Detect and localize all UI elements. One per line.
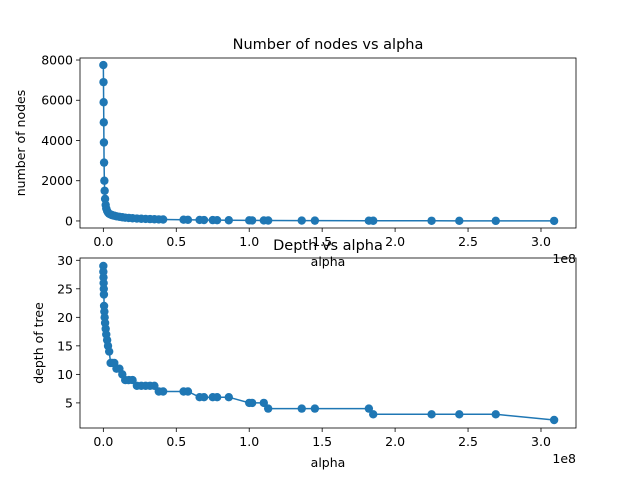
nodes-chart-x-tick-label: 2.5 xyxy=(458,234,478,249)
depth-chart-x-tick-label: 3.0 xyxy=(531,434,551,449)
nodes-chart-data-point xyxy=(99,60,108,70)
nodes-chart-ylabel: number of nodes xyxy=(13,90,28,197)
nodes-chart-data-point xyxy=(224,216,233,225)
nodes-chart-xlabel: alpha xyxy=(311,254,346,269)
depth-chart-x-offset: 1e8 xyxy=(552,451,576,466)
depth-chart-x-tick-label: 2.0 xyxy=(385,434,405,449)
nodes-chart-data-point xyxy=(310,216,320,225)
nodes-chart-x-tick-label: 1.5 xyxy=(312,234,332,249)
nodes-chart-y-tick-label: 8000 xyxy=(41,53,73,68)
depth-chart-data-point xyxy=(199,392,209,402)
depth-chart-data-point xyxy=(297,404,306,413)
nodes-chart-x-ticks: 0.0 0.5 1.0 1.5 2.0 2.5 3.0 xyxy=(93,228,551,249)
depth-chart-y-tick-label: 30 xyxy=(57,253,73,268)
depth-chart-data-point xyxy=(259,398,269,408)
depth-chart-y-tick-label: 5 xyxy=(65,395,73,410)
depth-chart-data-point xyxy=(491,410,500,419)
nodes-chart-data-point xyxy=(100,176,109,185)
depth-chart-data-point xyxy=(247,398,257,408)
depth-chart-x-tick-label: 1.5 xyxy=(312,434,332,449)
nodes-chart-y-tick-label: 2000 xyxy=(41,173,73,188)
nodes-chart-x-tick-label: 0.0 xyxy=(93,234,113,249)
depth-chart-data-point xyxy=(364,404,374,413)
depth-chart-y-ticks: 5 10 15 20 25 30 xyxy=(57,253,80,410)
nodes-chart-data-point xyxy=(100,194,110,204)
depth-chart-x-ticks: 0.0 0.5 1.0 1.5 2.0 2.5 3.0 xyxy=(93,428,551,449)
depth-chart-y-tick-label: 25 xyxy=(57,281,73,296)
depth-chart-x-tick-label: 0.5 xyxy=(166,434,186,449)
depth-chart-data-point xyxy=(104,347,114,356)
depth-chart-data-point xyxy=(212,392,222,402)
nodes-chart-x-tick-label: 3.0 xyxy=(531,234,551,249)
depth-chart-data-point xyxy=(263,404,273,413)
nodes-chart: Number of nodes vs alpha 0.0 0.5 1.0 1.5 2.0… xyxy=(13,37,577,269)
nodes-chart-x-offset: 1e8 xyxy=(552,251,576,266)
nodes-chart-data-point xyxy=(263,216,273,225)
depth-chart-x-tick-label: 2.5 xyxy=(458,434,478,449)
nodes-chart-x-tick-label: 1.0 xyxy=(239,234,259,249)
depth-chart-data-point xyxy=(99,290,109,299)
depth-chart-data-point xyxy=(310,404,320,413)
depth-chart-ylabel: depth of tree xyxy=(31,302,46,384)
nodes-chart-data-point xyxy=(455,216,464,226)
depth-chart: Depth vs alpha 0.0 0.5 1.0 1.5 2.0 2.5 3.0 5 10… xyxy=(31,238,577,470)
depth-chart-title: Depth vs alpha xyxy=(273,238,383,254)
nodes-chart-data-point xyxy=(158,215,168,224)
nodes-chart-data-point xyxy=(491,216,500,226)
nodes-chart-y-tick-label: 0 xyxy=(65,213,73,228)
depth-chart-y-tick-label: 10 xyxy=(57,367,73,382)
nodes-chart-data-point xyxy=(100,186,109,195)
depth-chart-data-point xyxy=(183,387,193,396)
depth-chart-y-tick-label: 15 xyxy=(57,338,73,353)
depth-chart-x-tick-label: 1.0 xyxy=(239,434,259,449)
nodes-chart-data-point xyxy=(549,216,559,226)
depth-chart-marks xyxy=(99,261,559,425)
nodes-chart-data-point xyxy=(99,98,108,107)
depth-chart-data-point xyxy=(427,410,436,419)
nodes-chart-x-tick-label: 0.5 xyxy=(166,234,186,249)
nodes-chart-data-point xyxy=(99,138,109,147)
depth-chart-xlabel: alpha xyxy=(311,455,346,470)
depth-chart-data-point xyxy=(224,392,233,402)
nodes-chart-data-point xyxy=(99,118,108,127)
nodes-chart-y-tick-label: 6000 xyxy=(41,93,73,108)
nodes-chart-axes-frame xyxy=(79,57,577,229)
nodes-chart-data-point xyxy=(99,158,109,167)
depth-chart-data-point xyxy=(128,375,137,385)
depth-chart-data-point xyxy=(549,415,559,425)
depth-chart-data-point xyxy=(369,410,378,419)
nodes-chart-data-point xyxy=(297,216,306,225)
depth-chart-data-point xyxy=(455,410,464,419)
nodes-chart-x-tick-label: 2.0 xyxy=(385,234,405,249)
nodes-chart-data-point xyxy=(369,216,378,225)
nodes-chart-marks xyxy=(99,60,559,226)
nodes-chart-data-point xyxy=(247,216,257,225)
depth-chart-data-point xyxy=(150,381,159,390)
nodes-chart-data-point xyxy=(212,215,222,225)
depth-chart-x-tick-label: 0.0 xyxy=(93,434,113,449)
nodes-chart-data-point xyxy=(427,216,436,225)
depth-chart-axes-frame xyxy=(79,257,577,429)
nodes-chart-data-point xyxy=(199,215,209,225)
depth-chart-y-tick-label: 20 xyxy=(57,310,73,325)
depth-chart-data-point xyxy=(158,387,168,396)
nodes-chart-data-point xyxy=(183,215,193,225)
nodes-chart-title: Number of nodes vs alpha xyxy=(233,37,424,53)
nodes-chart-y-ticks: 0 2000 4000 6000 8000 xyxy=(41,53,80,228)
nodes-chart-y-tick-label: 4000 xyxy=(41,133,73,148)
nodes-chart-data-point xyxy=(99,77,108,87)
